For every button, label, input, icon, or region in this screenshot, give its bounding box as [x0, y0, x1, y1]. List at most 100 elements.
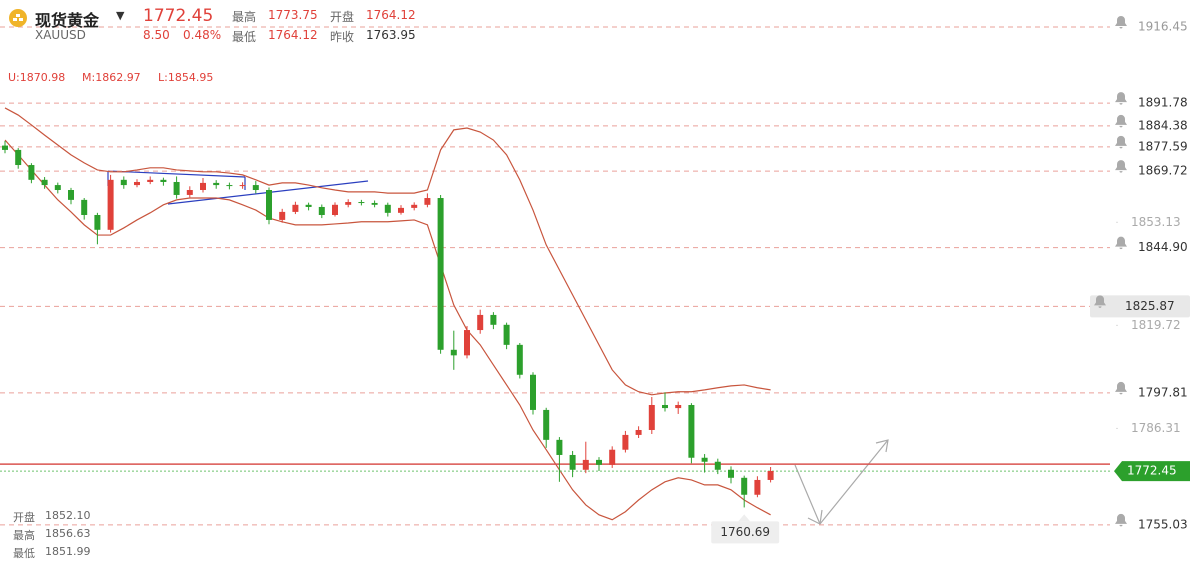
y-tick-label: 1786.31 [1131, 421, 1181, 435]
candle-body [266, 190, 272, 220]
low-label: 最低 [232, 30, 257, 44]
open-value: 1764.12 [366, 8, 416, 22]
candle-body [728, 469, 734, 478]
boll-upper: U:1870.98 [8, 71, 66, 84]
boll-lower: L:1854.95 [158, 71, 214, 84]
low-marker-label: 1760.69 [720, 525, 770, 539]
candle-body [714, 461, 721, 470]
symbol-name[interactable]: 现货黄金 [35, 11, 100, 30]
last-price: 1772.45 [143, 6, 214, 26]
alert-label: 1891.78 [1138, 96, 1188, 110]
bell-icon [1115, 92, 1127, 105]
bell-icon [1115, 135, 1127, 149]
candle-body [213, 182, 220, 186]
y-tick-label: 1819.72 [1131, 318, 1181, 332]
price-tag [1114, 461, 1190, 482]
candle-body [424, 198, 431, 205]
info-low: 1851.99 [45, 545, 91, 558]
alert-label: 1877.59 [1138, 139, 1188, 153]
change-pct: 0.48% [183, 28, 222, 42]
candle-body [147, 179, 154, 182]
trend-line [107, 170, 246, 178]
candle-body [543, 409, 550, 440]
candle-body [292, 204, 299, 212]
bell-icon [1115, 160, 1127, 173]
alert-label: 1884.38 [1138, 118, 1188, 132]
candle-body [15, 149, 22, 166]
candle-body [767, 471, 774, 480]
dropdown-arrow[interactable]: ▼ [116, 9, 125, 22]
candle-body [675, 404, 682, 409]
info-high: 1856.63 [45, 527, 91, 540]
candle-body [701, 457, 708, 462]
alert-label: 1869.72 [1138, 164, 1188, 178]
candle-body [582, 459, 589, 470]
candle-body [437, 198, 444, 350]
candle-body [107, 179, 114, 230]
alert-label: 1797.81 [1138, 385, 1188, 399]
symbol-icon [8, 8, 28, 31]
info-low-label: 最低 [13, 547, 35, 560]
arrow-head [807, 509, 823, 525]
alert-label: 1916.45 [1138, 19, 1188, 33]
candle-body [411, 204, 418, 208]
candle-body [332, 204, 338, 215]
candle-body [635, 429, 642, 435]
candle-body [609, 449, 616, 465]
candle-body [622, 434, 629, 450]
info-high-label: 最高 [13, 529, 35, 542]
candle-body [200, 182, 206, 191]
high-label: 最高 [232, 10, 257, 24]
alert-highlight [1090, 295, 1190, 318]
candle-body [345, 202, 352, 205]
candle-body [305, 204, 312, 207]
candle-body [81, 199, 88, 215]
candle-body [741, 477, 748, 495]
candle-body [120, 179, 127, 186]
candle-body [239, 185, 246, 187]
candle-body [530, 374, 536, 410]
candle-body [688, 404, 695, 458]
bell-icon [1115, 513, 1127, 527]
prev-label: 昨收 [330, 30, 355, 44]
symbol-code: XAUUSD [35, 28, 86, 42]
price-tag-label: 1772.45 [1127, 464, 1177, 478]
bell-icon [1115, 236, 1127, 250]
candle-body [134, 181, 140, 186]
low-value: 1764.12 [268, 28, 318, 42]
low-marker-box [711, 521, 780, 544]
bollinger-band [4, 139, 771, 521]
candle-body [398, 207, 404, 213]
bollinger-band [4, 107, 771, 396]
candle-body [41, 179, 48, 186]
bell-icon [1115, 114, 1127, 128]
change: 8.50 [143, 28, 170, 42]
info-open-label: 开盘 [13, 511, 35, 524]
candle-body [490, 314, 497, 325]
candle-body [464, 330, 470, 356]
candle-body [648, 404, 655, 430]
candle-body [569, 454, 576, 470]
arrow-head [875, 439, 889, 453]
candle-body [662, 404, 668, 409]
candle-body [54, 185, 61, 191]
high-value: 1773.75 [268, 8, 318, 22]
forecast-arrow [794, 439, 889, 526]
candle-body [384, 204, 391, 213]
candle-body [186, 190, 193, 195]
candle-body [94, 214, 101, 230]
candle-body [516, 344, 523, 375]
candle-body [596, 459, 602, 465]
bell-icon [1115, 381, 1127, 395]
prev-value: 1763.95 [366, 28, 416, 42]
alert-label: 1844.90 [1138, 240, 1188, 254]
candle-body [2, 145, 8, 150]
candle-body [68, 190, 74, 200]
candle-body [754, 479, 761, 495]
candle-body [28, 165, 35, 180]
alert-label: 1825.87 [1125, 299, 1175, 313]
candle-body [371, 202, 378, 205]
bell-icon [1094, 295, 1106, 308]
